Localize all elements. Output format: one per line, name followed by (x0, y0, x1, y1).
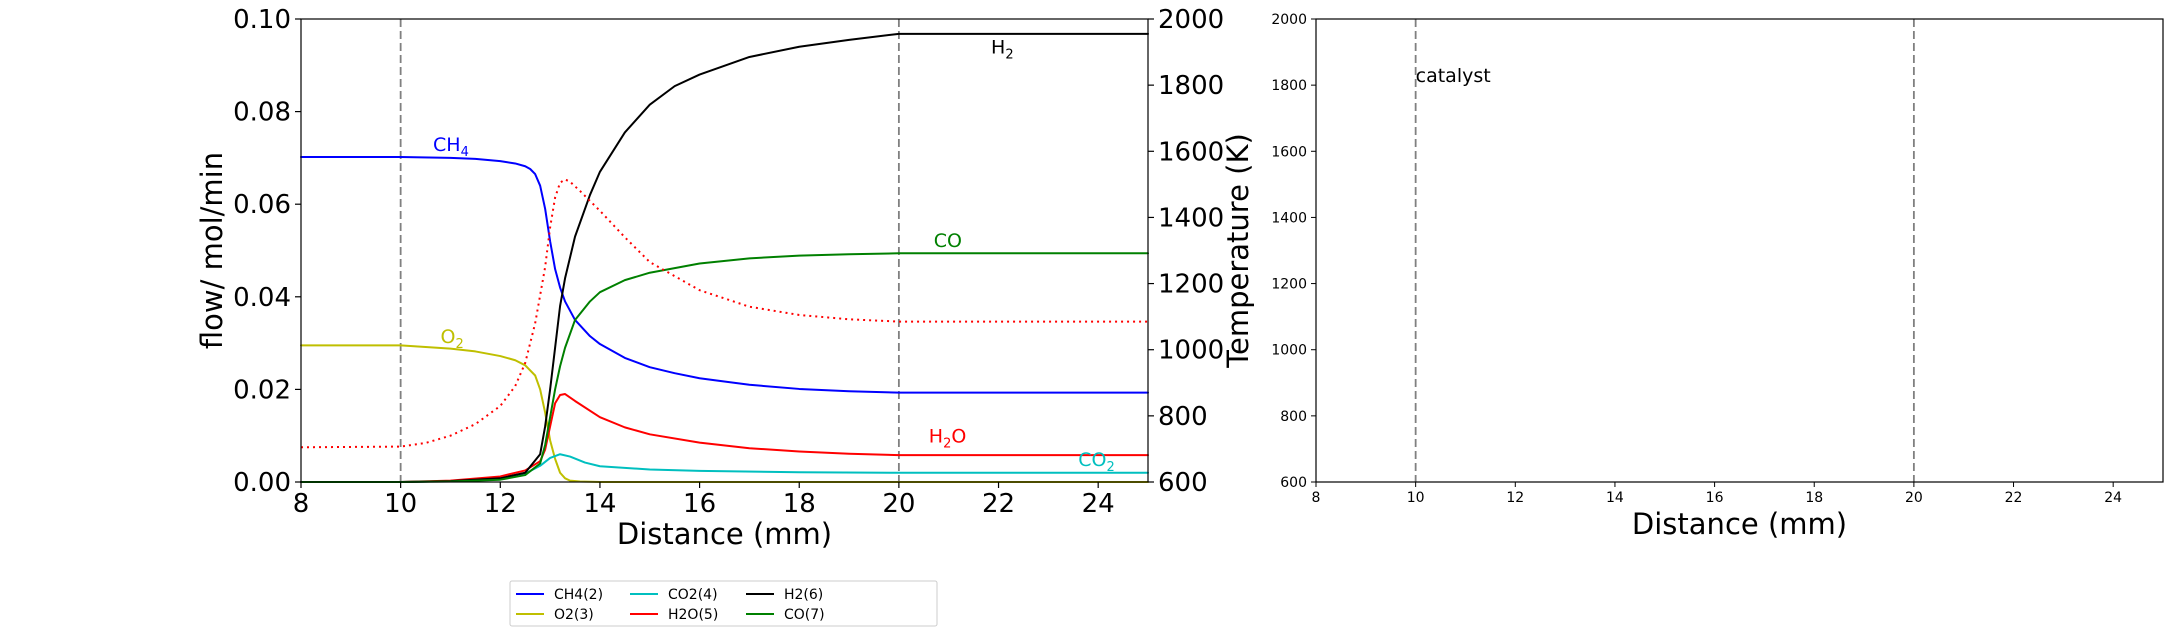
x-tick-label: 20 (882, 489, 915, 519)
x-tick-label: 8 (293, 489, 310, 519)
x-axis-label: Distance (mm) (1632, 507, 1847, 541)
x-tick-label: 12 (484, 489, 517, 519)
y-tick-label: 800 (1280, 409, 1307, 425)
legend-box (509, 580, 938, 627)
y-tick-label: 1400 (1271, 210, 1307, 226)
x-tick-label: 22 (2005, 490, 2023, 506)
x-tick-label: 24 (1082, 489, 1115, 519)
series-line-3 (300, 393, 1149, 483)
y-tick-label: 2000 (1271, 12, 1307, 28)
y-tick-label: 0.10 (233, 5, 291, 35)
legend-label: CO(7) (784, 607, 825, 623)
y-tick-label: 1600 (1271, 144, 1307, 160)
chart-legend: CH4(2) O2(3) CO2(4) H2O(5) H2(6) CO(7) (509, 580, 938, 627)
temperature-distance-chart: 8 10 12 14 16 18 20 22 24 600 800 1000 1200 1400 1600 1… (1271, 12, 2164, 541)
x-tick-label: 24 (2104, 490, 2122, 506)
y2-tick-label: 600 (1158, 468, 1208, 498)
x-tick-label: 18 (783, 489, 816, 519)
x-tick-label: 12 (1506, 490, 1524, 506)
x-tick-label: 8 (1312, 490, 1321, 506)
y-tick-label: 1000 (1271, 343, 1307, 359)
y2-tick-label: 1000 (1158, 336, 1224, 366)
legend-label: CH4(2) (554, 587, 603, 603)
x-tick-label: 22 (982, 489, 1015, 519)
species-annotation: CH4 (433, 134, 469, 160)
series-line-0 (300, 155, 1149, 394)
y-tick-label: 0.06 (233, 190, 291, 220)
plot-frame (1315, 18, 2164, 483)
y2-tick-label: 800 (1158, 402, 1208, 432)
series-line-4 (300, 32, 1149, 483)
y-tick-label: 0.02 (233, 375, 291, 405)
y2-axis-label: Temperature (K) (1221, 133, 1255, 369)
series-line-2 (300, 453, 1149, 483)
plot-frame (300, 18, 1149, 483)
y-tick-label: 600 (1280, 475, 1307, 491)
legend-label: CO2(4) (668, 587, 718, 603)
x-tick-label: 10 (1407, 490, 1425, 506)
y-tick-label: 1800 (1271, 78, 1307, 94)
series-line-5 (300, 252, 1149, 483)
species-annotation: O2 (441, 326, 464, 352)
species-annotation: CO2 (1078, 449, 1115, 475)
legend-label: O2(3) (554, 607, 594, 623)
x-tick-label: 20 (1905, 490, 1923, 506)
flow-temperature-chart: 8 10 12 14 16 18 20 22 24 0.00 0.02 0.04 0.06 0.08 0.1… (195, 5, 1255, 551)
y2-tick-label: 1600 (1158, 137, 1224, 167)
species-annotation: H2O (929, 426, 967, 452)
y2-tick-label: 1200 (1158, 270, 1224, 300)
y2-tick-label: 1400 (1158, 203, 1224, 233)
legend-label: H2(6) (784, 587, 823, 603)
legend-label: H2O(5) (668, 607, 718, 623)
y-axis-label: flow/ mol/min (195, 152, 229, 349)
species-annotation: H2 (991, 37, 1014, 63)
x-axis-label: Distance (mm) (617, 517, 832, 551)
y-tick-label: 0.04 (233, 283, 291, 313)
x-tick-label: 14 (1606, 490, 1624, 506)
y2-tick-label: 1800 (1158, 71, 1224, 101)
catalyst-annotation: catalyst (1416, 65, 1491, 87)
x-tick-label: 16 (683, 489, 716, 519)
x-tick-label: 16 (1706, 490, 1724, 506)
species-annotation: CO (934, 230, 962, 252)
x-tick-label: 10 (384, 489, 417, 519)
x-tick-label: 14 (583, 489, 616, 519)
x-tick-label: 18 (1805, 490, 1823, 506)
y-tick-label: 0.08 (233, 98, 291, 128)
temperature-series-line (300, 178, 1148, 449)
y-tick-label: 0.00 (233, 468, 291, 498)
y2-tick-label: 2000 (1158, 5, 1224, 35)
y-tick-label: 1200 (1271, 277, 1307, 293)
series-line-1 (300, 344, 1149, 483)
